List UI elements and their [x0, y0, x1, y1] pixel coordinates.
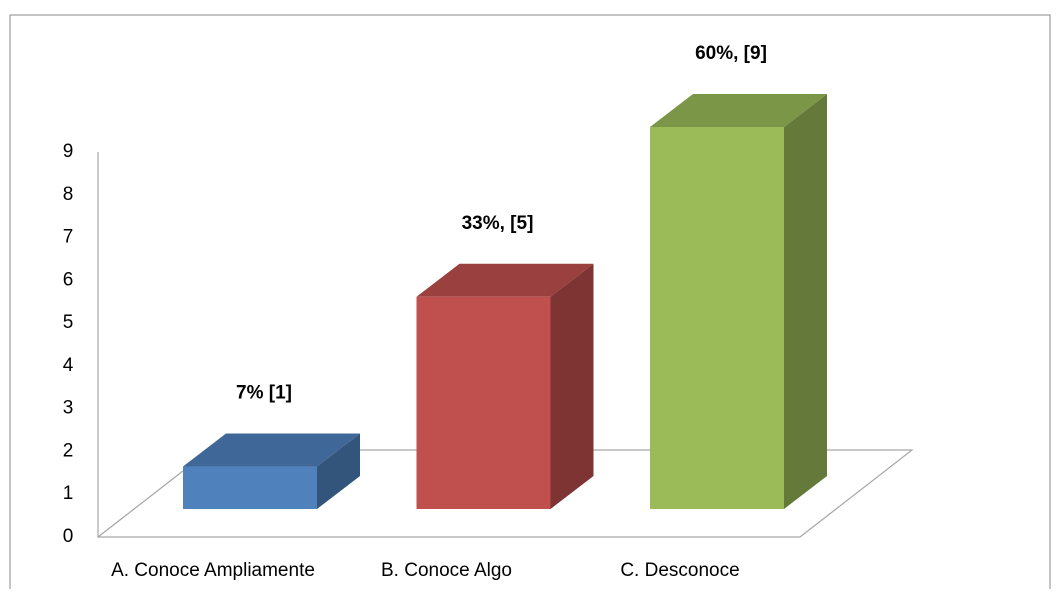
bar-side	[550, 263, 594, 509]
y-tick-label: 4	[63, 355, 74, 376]
chart-frame	[9, 14, 1051, 589]
value-label: 60%, [9]	[695, 43, 767, 64]
value-label: 7% [1]	[236, 383, 292, 404]
x-tick-label: B. Conoce Algo	[381, 560, 512, 581]
y-tick-label: 3	[63, 398, 74, 419]
y-tick-label: 6	[63, 269, 74, 290]
y-tick-label: 5	[63, 312, 74, 333]
y-tick-label: 1	[63, 483, 74, 504]
y-tick-label: 7	[63, 227, 74, 248]
bar-side	[317, 433, 360, 509]
value-label: 33%, [5]	[462, 213, 534, 234]
bar	[650, 127, 784, 509]
y-tick-label: 0	[63, 526, 74, 547]
bar	[183, 466, 317, 509]
y-tick-label: 2	[63, 440, 74, 461]
y-tick-label: 8	[63, 184, 74, 205]
x-tick-label: A. Conoce Ampliamente	[111, 560, 315, 581]
bar-top	[416, 263, 594, 297]
x-tick-label: C. Desconoce	[620, 560, 739, 581]
bar-top	[183, 433, 360, 467]
bar	[416, 296, 551, 509]
y-tick-label: 9	[63, 141, 74, 162]
bar-top	[650, 94, 827, 127]
bar-side	[784, 94, 827, 509]
